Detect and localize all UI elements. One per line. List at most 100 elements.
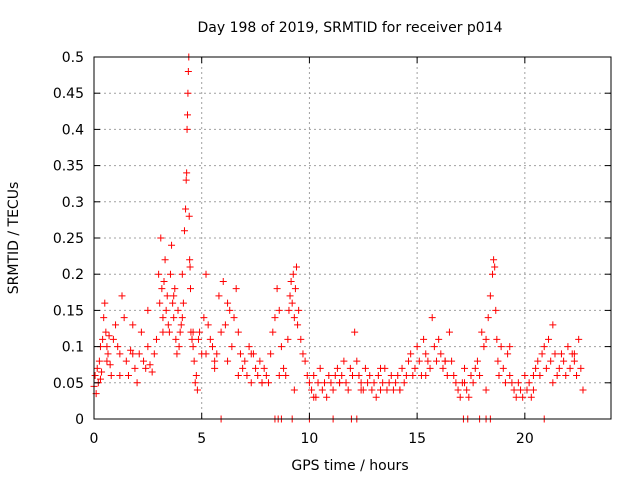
data-point [461, 364, 469, 372]
y-axis-label: SRMTID / TECUs [6, 182, 22, 295]
data-point [402, 372, 410, 380]
data-point [364, 379, 372, 387]
data-point [301, 357, 309, 365]
data-point [202, 350, 210, 358]
data-point [194, 335, 202, 343]
data-point [156, 299, 164, 307]
data-point [144, 306, 152, 314]
data-point [185, 212, 193, 220]
data-point [175, 343, 183, 351]
data-point [318, 386, 326, 394]
data-point [297, 335, 305, 343]
chart-title: Day 198 of 2019, SRMTID for receiver p01… [197, 20, 502, 36]
data-point [320, 379, 328, 387]
data-point [333, 364, 341, 372]
data-point [103, 357, 111, 365]
data-point [152, 335, 160, 343]
data-point [506, 343, 514, 351]
data-point [228, 343, 236, 351]
data-point [186, 263, 194, 271]
data-point [106, 361, 114, 369]
data-point [349, 372, 356, 380]
data-point [577, 364, 585, 372]
y-tick-label: 0.4 [62, 122, 84, 138]
y-tick-label: 0.45 [53, 86, 84, 102]
data-point [413, 343, 421, 351]
data-point [394, 372, 402, 380]
data-point [538, 350, 546, 358]
data-point [532, 364, 540, 372]
data-point [492, 306, 500, 314]
data-point [217, 328, 225, 336]
data-point [357, 379, 365, 387]
data-point [232, 285, 240, 293]
data-point [501, 379, 509, 387]
data-point [252, 364, 260, 372]
data-point [174, 306, 182, 314]
data-point [96, 375, 104, 383]
data-point [428, 314, 436, 322]
data-point [305, 379, 313, 387]
data-point [484, 314, 492, 322]
data-point [105, 332, 113, 340]
data-point [494, 357, 502, 365]
data-point [523, 386, 531, 394]
data-point [258, 379, 266, 387]
data-point [140, 357, 148, 365]
data-point [424, 357, 432, 365]
x-tick-label: 20 [516, 431, 534, 447]
data-point [430, 343, 438, 351]
data-point [579, 386, 587, 394]
data-point [107, 372, 115, 380]
data-point [159, 328, 167, 336]
data-point [177, 321, 185, 329]
data-point [465, 393, 473, 401]
data-point [570, 357, 578, 365]
data-point [331, 372, 339, 380]
data-point [372, 393, 380, 401]
data-point [411, 364, 419, 372]
data-point [439, 364, 447, 372]
y-tick-label: 0.5 [62, 50, 84, 66]
data-point [491, 263, 499, 271]
data-point [239, 364, 247, 372]
data-point [370, 379, 378, 387]
data-point [155, 270, 163, 278]
data-point [172, 335, 180, 343]
data-point [196, 328, 204, 336]
data-point [355, 372, 363, 380]
data-point [135, 350, 143, 358]
data-point [405, 357, 413, 365]
data-point [366, 372, 374, 380]
data-point [497, 343, 505, 351]
data-point [183, 169, 191, 177]
data-point [189, 328, 197, 336]
data-point [426, 364, 434, 372]
data-point [127, 346, 135, 354]
data-point [236, 350, 244, 358]
data-point [122, 357, 130, 365]
data-point [536, 372, 544, 380]
data-point [99, 335, 107, 343]
data-point [529, 372, 537, 380]
data-point [157, 234, 165, 242]
data-point [385, 379, 393, 387]
data-point [275, 372, 283, 380]
grid [94, 57, 611, 419]
data-point [478, 328, 486, 336]
data-point [150, 350, 158, 358]
data-point [555, 364, 563, 372]
data-point [310, 393, 318, 401]
data-point [368, 386, 376, 394]
data-point [170, 292, 178, 300]
data-point [148, 368, 156, 376]
data-point [182, 205, 190, 213]
x-tick-label: 15 [408, 431, 426, 447]
data-point [133, 379, 141, 387]
data-point [499, 364, 507, 372]
data-point [211, 364, 219, 372]
data-point [290, 386, 298, 394]
data-point [415, 357, 423, 365]
data-point [542, 364, 550, 372]
plot-area-border [93, 56, 612, 420]
